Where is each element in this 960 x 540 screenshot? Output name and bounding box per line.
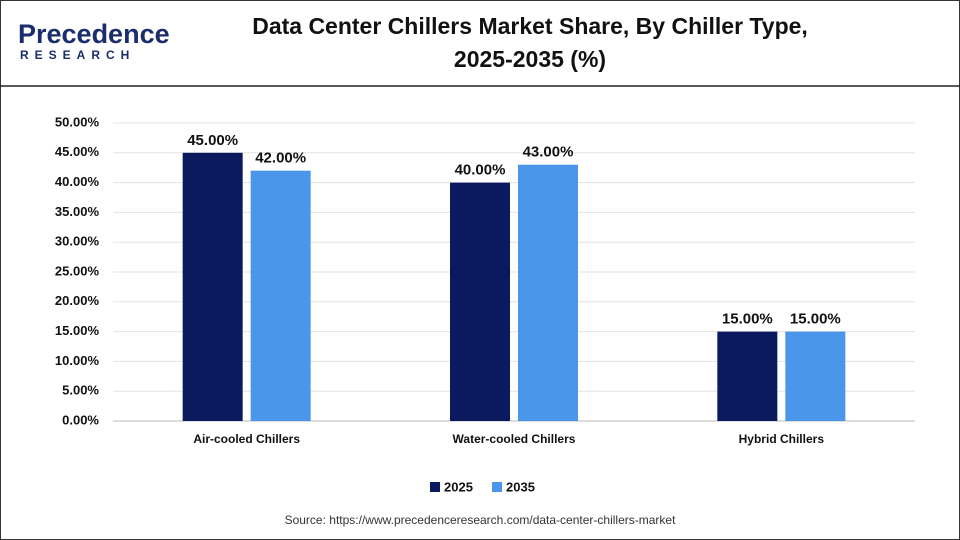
value-label: 15.00%	[722, 311, 773, 328]
logo-name: Precedence	[18, 19, 170, 49]
legend-label: 2035	[506, 479, 535, 494]
y-tick-label: 25.00%	[55, 263, 100, 278]
value-label: 15.00%	[790, 311, 841, 328]
bar	[450, 182, 510, 421]
y-tick-label: 15.00%	[55, 323, 100, 338]
x-tick-label: Hybrid Chillers	[739, 432, 825, 446]
y-tick-label: 35.00%	[55, 204, 100, 219]
value-label: 43.00%	[523, 144, 574, 161]
bar	[250, 170, 311, 421]
bar	[182, 152, 243, 422]
value-label: 42.00%	[255, 150, 306, 167]
source: Source: https://www.precedenceresearch.c…	[285, 513, 676, 527]
y-tick-label: 45.00%	[55, 144, 100, 159]
logo-tagline: RESEARCH	[20, 48, 135, 62]
y-tick-label: 0.00%	[62, 412, 99, 427]
y-tick-label: 10.00%	[55, 353, 100, 368]
y-tick-label: 20.00%	[55, 293, 100, 308]
bar	[518, 164, 578, 421]
chart-title: Data Center Chillers Market Share, By Ch…	[252, 13, 808, 72]
legend-swatch	[430, 482, 440, 492]
x-tick-label: Air-cooled Chillers	[193, 432, 300, 446]
y-tick-label: 50.00%	[55, 114, 100, 129]
bar	[717, 331, 778, 421]
y-tick-label: 30.00%	[55, 234, 100, 249]
bar	[785, 331, 846, 421]
legend-swatch	[492, 482, 502, 492]
y-tick-label: 40.00%	[55, 174, 100, 189]
value-label: 45.00%	[187, 132, 238, 149]
y-tick-label: 5.00%	[62, 383, 99, 398]
x-tick-label: Water-cooled Chillers	[453, 432, 576, 446]
value-label: 40.00%	[455, 162, 506, 179]
legend-label: 2025	[444, 479, 473, 494]
